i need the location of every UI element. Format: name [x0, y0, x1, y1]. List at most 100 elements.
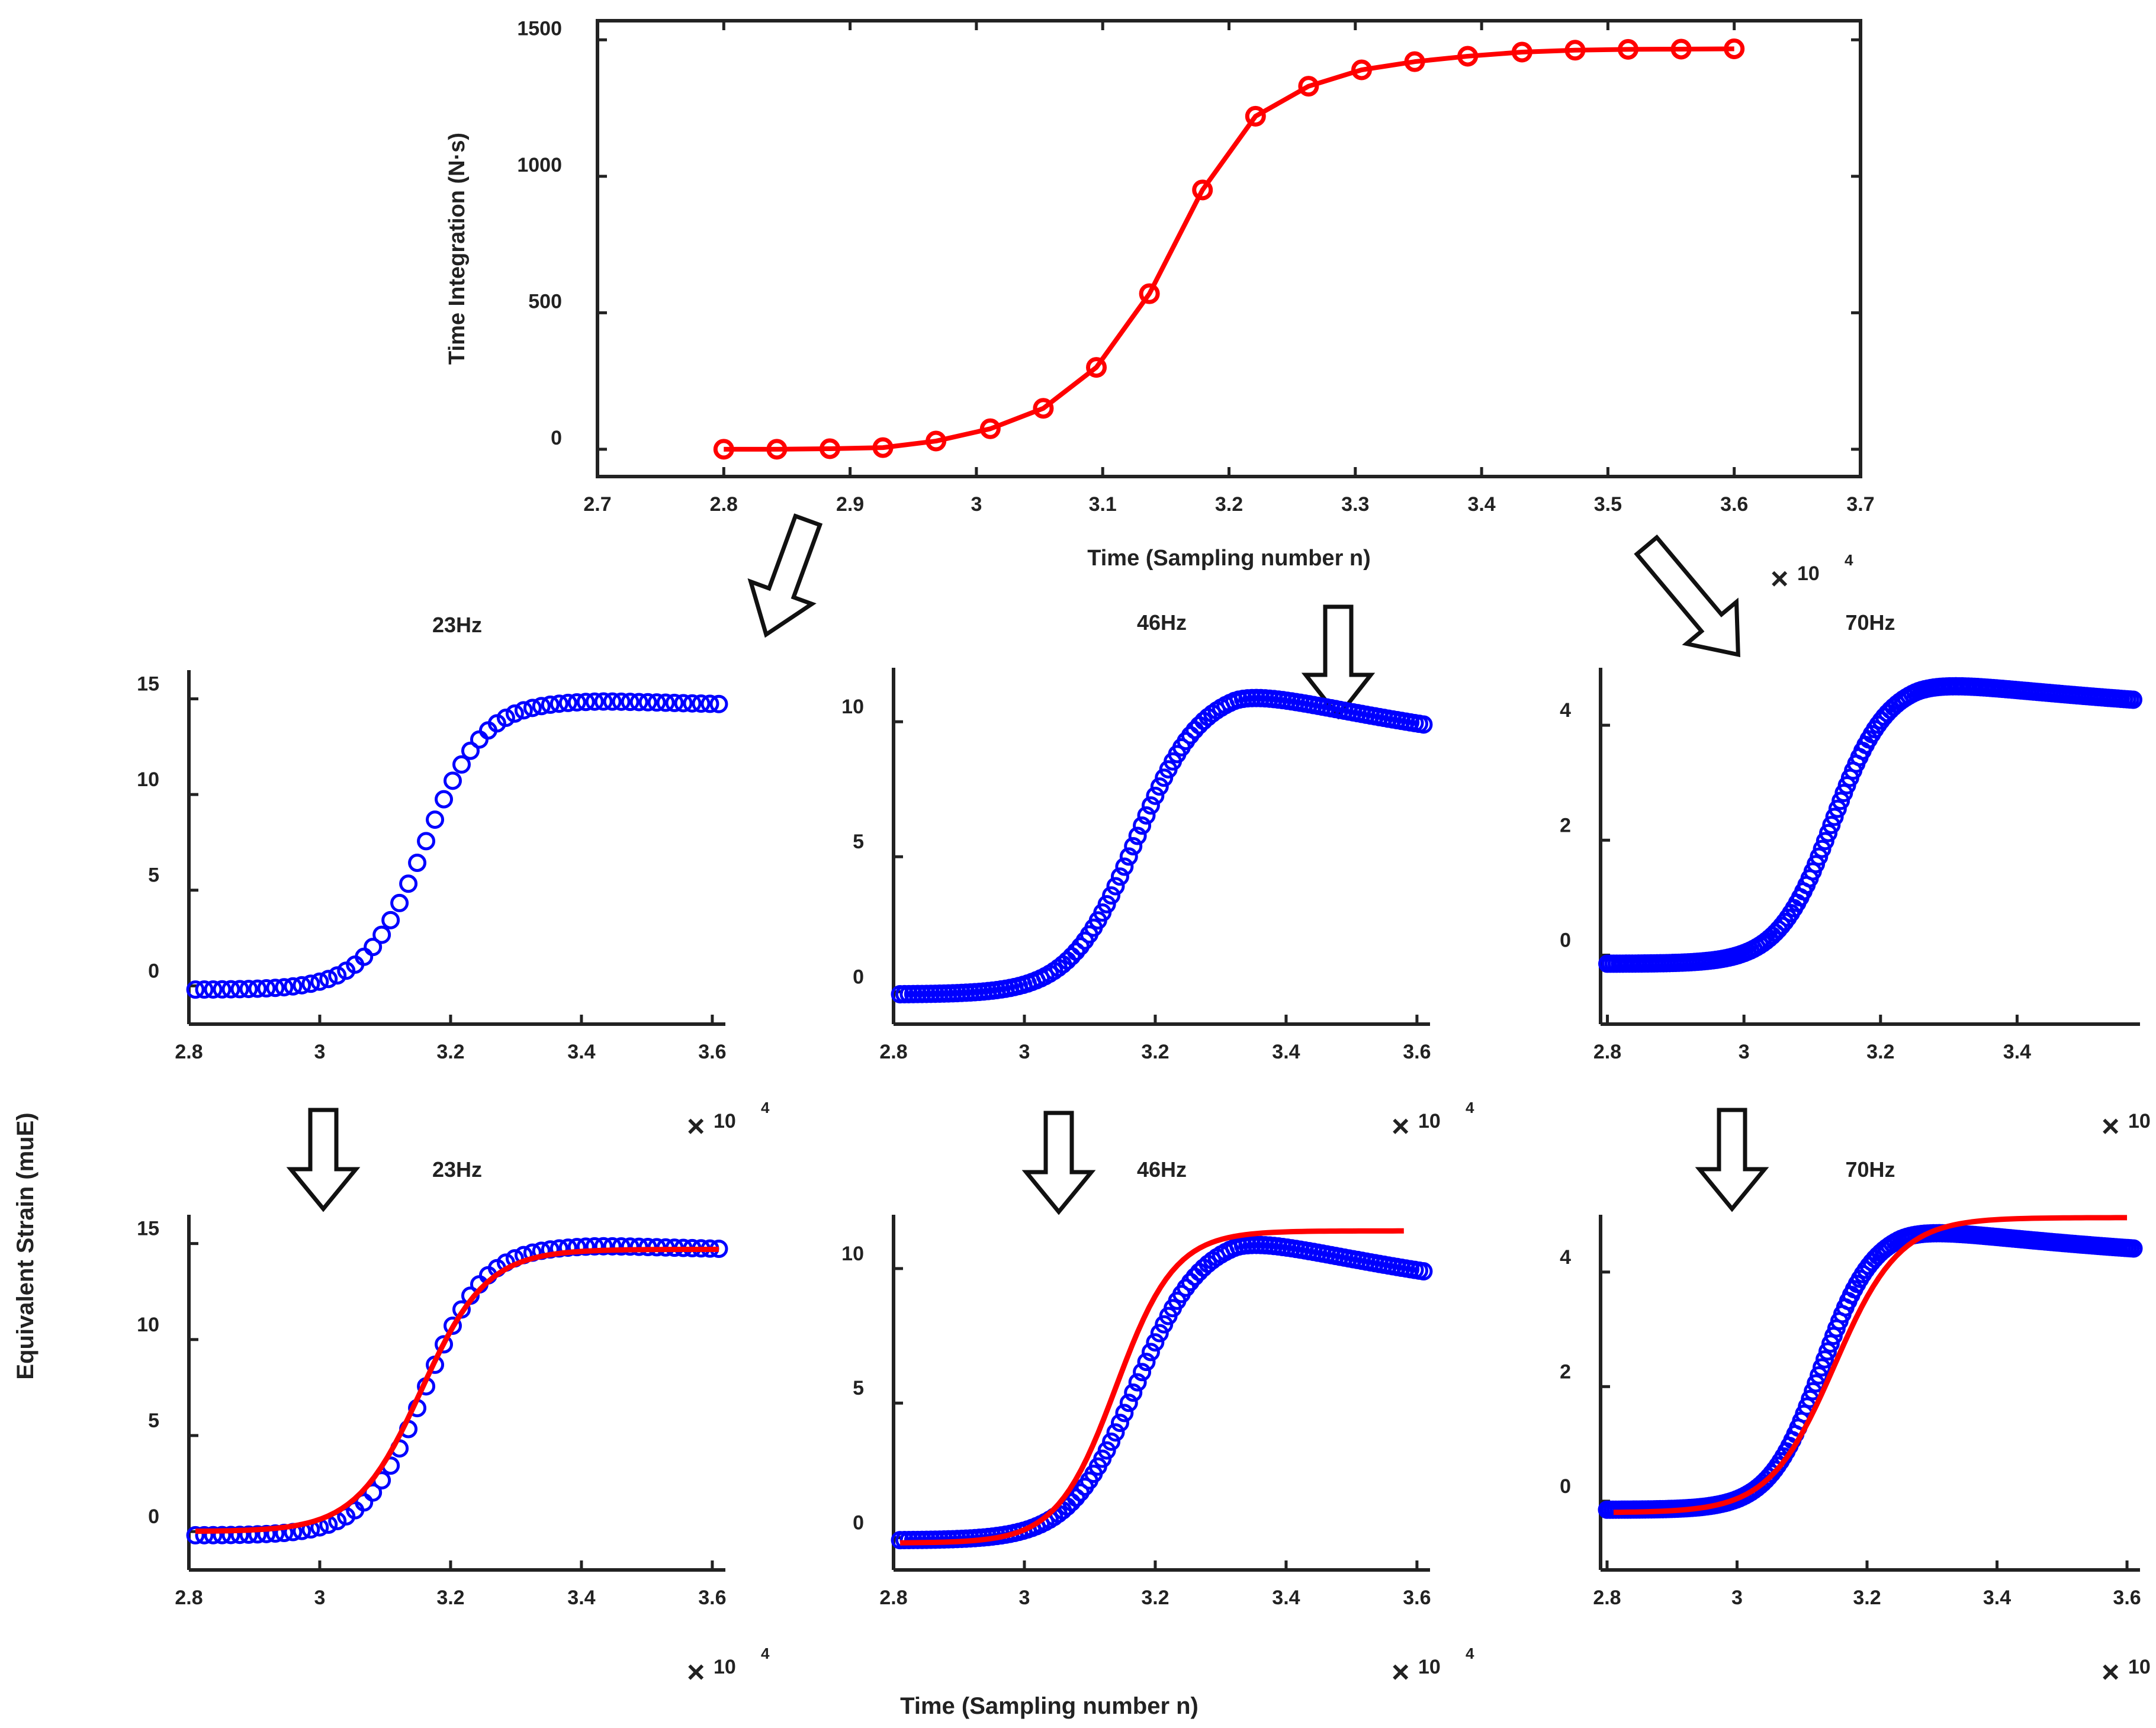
y-tick-label: 5: [853, 831, 864, 853]
x-tick-label: 3.7: [1846, 493, 1874, 516]
multiplier-base: 10: [714, 1656, 736, 1678]
data-point: [257, 979, 276, 998]
data-point: [1133, 1363, 1152, 1382]
x-tick-label: 3.4: [1983, 1587, 2011, 1609]
data-point: [550, 1239, 568, 1258]
data-point: [647, 693, 666, 712]
data-point: [390, 893, 409, 912]
data-point: [612, 1237, 631, 1256]
chart-top: 2.7 2.8 2.9 3 3.1 3.2 3.3 3.4 3.5 3.6 3.7 0 500 1000 1…: [445, 17, 1875, 596]
chart-46hz-fitted: 2.8 3 3.2 3.4 3.6 0 5 10 × 10 4 46Hz: [841, 1157, 1474, 1690]
data-point: [1137, 806, 1156, 825]
data-point: [629, 1237, 648, 1256]
data-point: [1564, 40, 1586, 61]
data-point: [1414, 1262, 1433, 1281]
data-point: [275, 978, 294, 997]
x-tick-label: 3.6: [698, 1041, 726, 1063]
x-tick-label: 3: [1731, 1587, 1743, 1609]
data-point: [248, 979, 267, 998]
data-point: [872, 437, 894, 458]
y-tick-label: 0: [148, 1505, 159, 1528]
y-tick-label: 10: [137, 768, 159, 791]
data-point: [532, 697, 551, 716]
data-point: [558, 693, 577, 712]
x-tick-label: 2.8: [1593, 1587, 1621, 1609]
data-point: [372, 925, 391, 944]
data-point: [1822, 816, 1841, 835]
data-point: [293, 976, 311, 995]
y-tick-label: 0: [853, 966, 864, 988]
data-point: [523, 699, 542, 717]
measured-series: [186, 1237, 728, 1544]
x-tick-label: 3: [314, 1587, 326, 1609]
multiplier-times-icon: ×: [1392, 1655, 1409, 1690]
x-tick-label: 2.7: [583, 493, 611, 516]
data-point: [1298, 76, 1319, 97]
data-point: [1124, 1383, 1143, 1402]
y-tick-label: 0: [148, 960, 159, 982]
data-point: [1141, 796, 1160, 815]
x-tick-label: 3.3: [1341, 493, 1369, 516]
data-point: [558, 1238, 577, 1257]
data-point: [204, 1526, 223, 1544]
data-point: [319, 970, 338, 989]
y-tick-label: 4: [1560, 699, 1571, 722]
x-tick-label: 3: [314, 1041, 326, 1063]
data-point: [1828, 799, 1847, 818]
x-tick-label: 3.4: [567, 1041, 595, 1063]
x-tick-label: 2.8: [879, 1041, 907, 1063]
fitted-line: [900, 1228, 1404, 1546]
x-tick-label: 3.6: [2113, 1587, 2141, 1609]
data-point: [594, 692, 613, 711]
data-point: [1141, 1343, 1160, 1362]
data-point: [248, 1525, 267, 1544]
x-tick-label: 3.6: [1720, 493, 1748, 516]
y-tick-label: 5: [853, 1377, 864, 1399]
data-point: [1128, 826, 1147, 845]
y-tick-label: 10: [841, 1243, 864, 1265]
data-point: [926, 430, 947, 452]
arrow-down-70hz-icon: [1695, 1108, 1769, 1212]
data-point: [979, 418, 1001, 439]
multiplier-exponent: 4: [761, 1645, 770, 1662]
data-point: [585, 692, 604, 711]
chart-title: 46Hz: [1137, 610, 1187, 635]
data-point: [505, 704, 524, 723]
data-point: [674, 694, 693, 713]
data-point: [603, 1237, 622, 1256]
data-point: [1192, 179, 1213, 201]
data-point: [1115, 857, 1134, 876]
y-tick-label: 1500: [517, 17, 562, 40]
data-point: [221, 1526, 240, 1544]
data-point: [701, 694, 719, 713]
x-tick-label: 3.2: [1853, 1587, 1881, 1609]
data-point: [621, 1237, 640, 1256]
plot-frame: [596, 19, 1862, 478]
x-tick-label: 3: [1019, 1041, 1030, 1063]
data-point: [1819, 823, 1838, 842]
data-point: [1618, 38, 1639, 60]
data-point: [713, 439, 734, 460]
data-point: [1404, 51, 1425, 72]
arrow-to-46hz-icon: [1301, 604, 1376, 720]
multiplier-base: 10: [1797, 562, 1820, 585]
data-point: [1146, 1333, 1165, 1352]
data-point: [284, 977, 303, 996]
data-point: [364, 1483, 383, 1502]
x-tick-label: 2.8: [879, 1587, 907, 1609]
data-point: [399, 874, 418, 893]
data-point: [435, 1335, 454, 1354]
y-tick-label: 10: [841, 696, 864, 718]
y-tick-label: 10: [137, 1314, 159, 1336]
measured-series: [891, 688, 1433, 1003]
y-tick-label: 500: [528, 290, 562, 313]
data-point: [2123, 690, 2142, 709]
data-point: [1825, 807, 1844, 826]
measured-series: [1598, 1224, 2143, 1519]
data-point: [204, 980, 223, 999]
data-point: [221, 980, 240, 999]
x-tick-label: 2.8: [175, 1041, 203, 1063]
arrow-to-23hz-icon: [747, 513, 823, 638]
x-tick-label: 3.4: [1467, 493, 1495, 516]
